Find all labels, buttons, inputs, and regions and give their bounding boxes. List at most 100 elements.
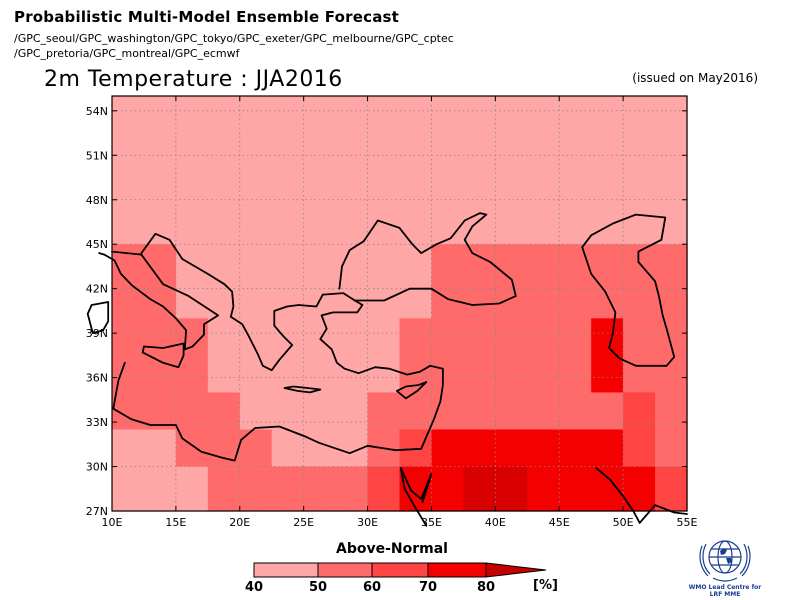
logo-caption-1: WMO Lead Centre for [688, 584, 762, 591]
x-tick-label: 55E [677, 516, 698, 529]
map-cell [335, 170, 369, 208]
colorbar-arrow [485, 562, 547, 578]
colorbar-segment [371, 562, 429, 578]
map-cell [591, 170, 624, 208]
map-cell [367, 355, 401, 394]
map-cell [431, 503, 464, 512]
map-cell [431, 281, 464, 319]
map-cell [303, 392, 337, 431]
wmo-logo-icon [699, 540, 751, 582]
y-axis-labels: 27N 30N 33N 36N 39N 42N 45N 48N 51N 54N [86, 105, 108, 518]
map-cell [207, 170, 241, 208]
coastline [141, 342, 185, 369]
logo-caption-2: LRF MME [709, 591, 741, 598]
map-cell [623, 503, 656, 512]
map-cell [271, 133, 305, 171]
map-cell [303, 96, 337, 134]
map-cell [431, 96, 464, 134]
y-tick-label: 36N [86, 372, 108, 385]
map-cell [143, 207, 177, 245]
map-cell [335, 96, 369, 134]
map-cell [559, 503, 592, 512]
map-cell [527, 133, 560, 171]
map-cell [143, 466, 177, 505]
map-cell [112, 429, 145, 468]
map-cell [143, 96, 177, 134]
map-cell [591, 133, 624, 171]
map-cell [271, 96, 305, 134]
map-cell [431, 355, 464, 394]
map-cell [239, 133, 273, 171]
map-cell [655, 133, 688, 171]
map-cell [367, 96, 401, 134]
map-cell [335, 318, 369, 356]
map-cell [143, 318, 177, 356]
map-cell [623, 466, 656, 505]
coastline [399, 467, 433, 504]
x-tick-label: 45E [549, 516, 570, 529]
map-cell [527, 207, 560, 245]
map-cell [367, 392, 401, 431]
map-cell [399, 318, 433, 356]
map-cell [335, 392, 369, 431]
map-cell [623, 170, 656, 208]
map-cell [112, 318, 145, 356]
probability-cells [112, 96, 688, 512]
map-cell [559, 244, 592, 282]
map-cell [559, 318, 592, 356]
map-cell [303, 170, 337, 208]
colorbar-label-80: 80 [476, 580, 496, 595]
map-cell [367, 244, 401, 282]
map-cell [239, 96, 273, 134]
map-cell [112, 133, 145, 171]
map-cell [175, 392, 209, 431]
map-cell [175, 503, 209, 512]
map-cell [271, 170, 305, 208]
map-cell [367, 503, 401, 512]
map-cell [239, 429, 273, 468]
map-cell [112, 170, 145, 208]
y-tick-label: 54N [86, 105, 108, 118]
map-cell [303, 207, 337, 245]
map-cell [655, 318, 688, 356]
coastline [112, 232, 444, 462]
map-cell [623, 392, 656, 431]
map-cell [303, 133, 337, 171]
colorbar-segment [317, 562, 373, 578]
map-cell [143, 503, 177, 512]
map-cell [207, 355, 241, 394]
map-cell [623, 281, 656, 319]
map-cell [112, 503, 145, 512]
map-cell [431, 318, 464, 356]
map-cell [112, 281, 145, 319]
y-tick-label: 48N [86, 194, 108, 207]
y-tick-label: 51N [86, 149, 108, 162]
x-tick-label: 35E [421, 516, 442, 529]
map-cell [623, 318, 656, 356]
map-cell [175, 170, 209, 208]
colorbar-segment [427, 562, 487, 578]
coastline [86, 301, 110, 335]
map-cell [655, 466, 688, 505]
colorbar-label-60: 60 [362, 580, 382, 595]
map-cell [367, 318, 401, 356]
map-cell [207, 466, 241, 505]
map-cell [175, 281, 209, 319]
map-cell [655, 392, 688, 431]
map-cell [591, 281, 624, 319]
map-cell [655, 96, 688, 134]
map-cell [527, 96, 560, 134]
colorbar-unit: [%] [533, 578, 558, 593]
x-tick-label: 20E [229, 516, 250, 529]
map-cell [239, 170, 273, 208]
map-cell [527, 170, 560, 208]
map-cell [271, 503, 305, 512]
colorbar-title: Above-Normal [336, 541, 448, 557]
map-cell [559, 429, 592, 468]
map-cell [495, 281, 528, 319]
map-cell [495, 429, 528, 468]
map-cell [271, 466, 305, 505]
map-cell [559, 466, 592, 505]
coastline [581, 213, 676, 367]
map-cell [239, 392, 273, 431]
